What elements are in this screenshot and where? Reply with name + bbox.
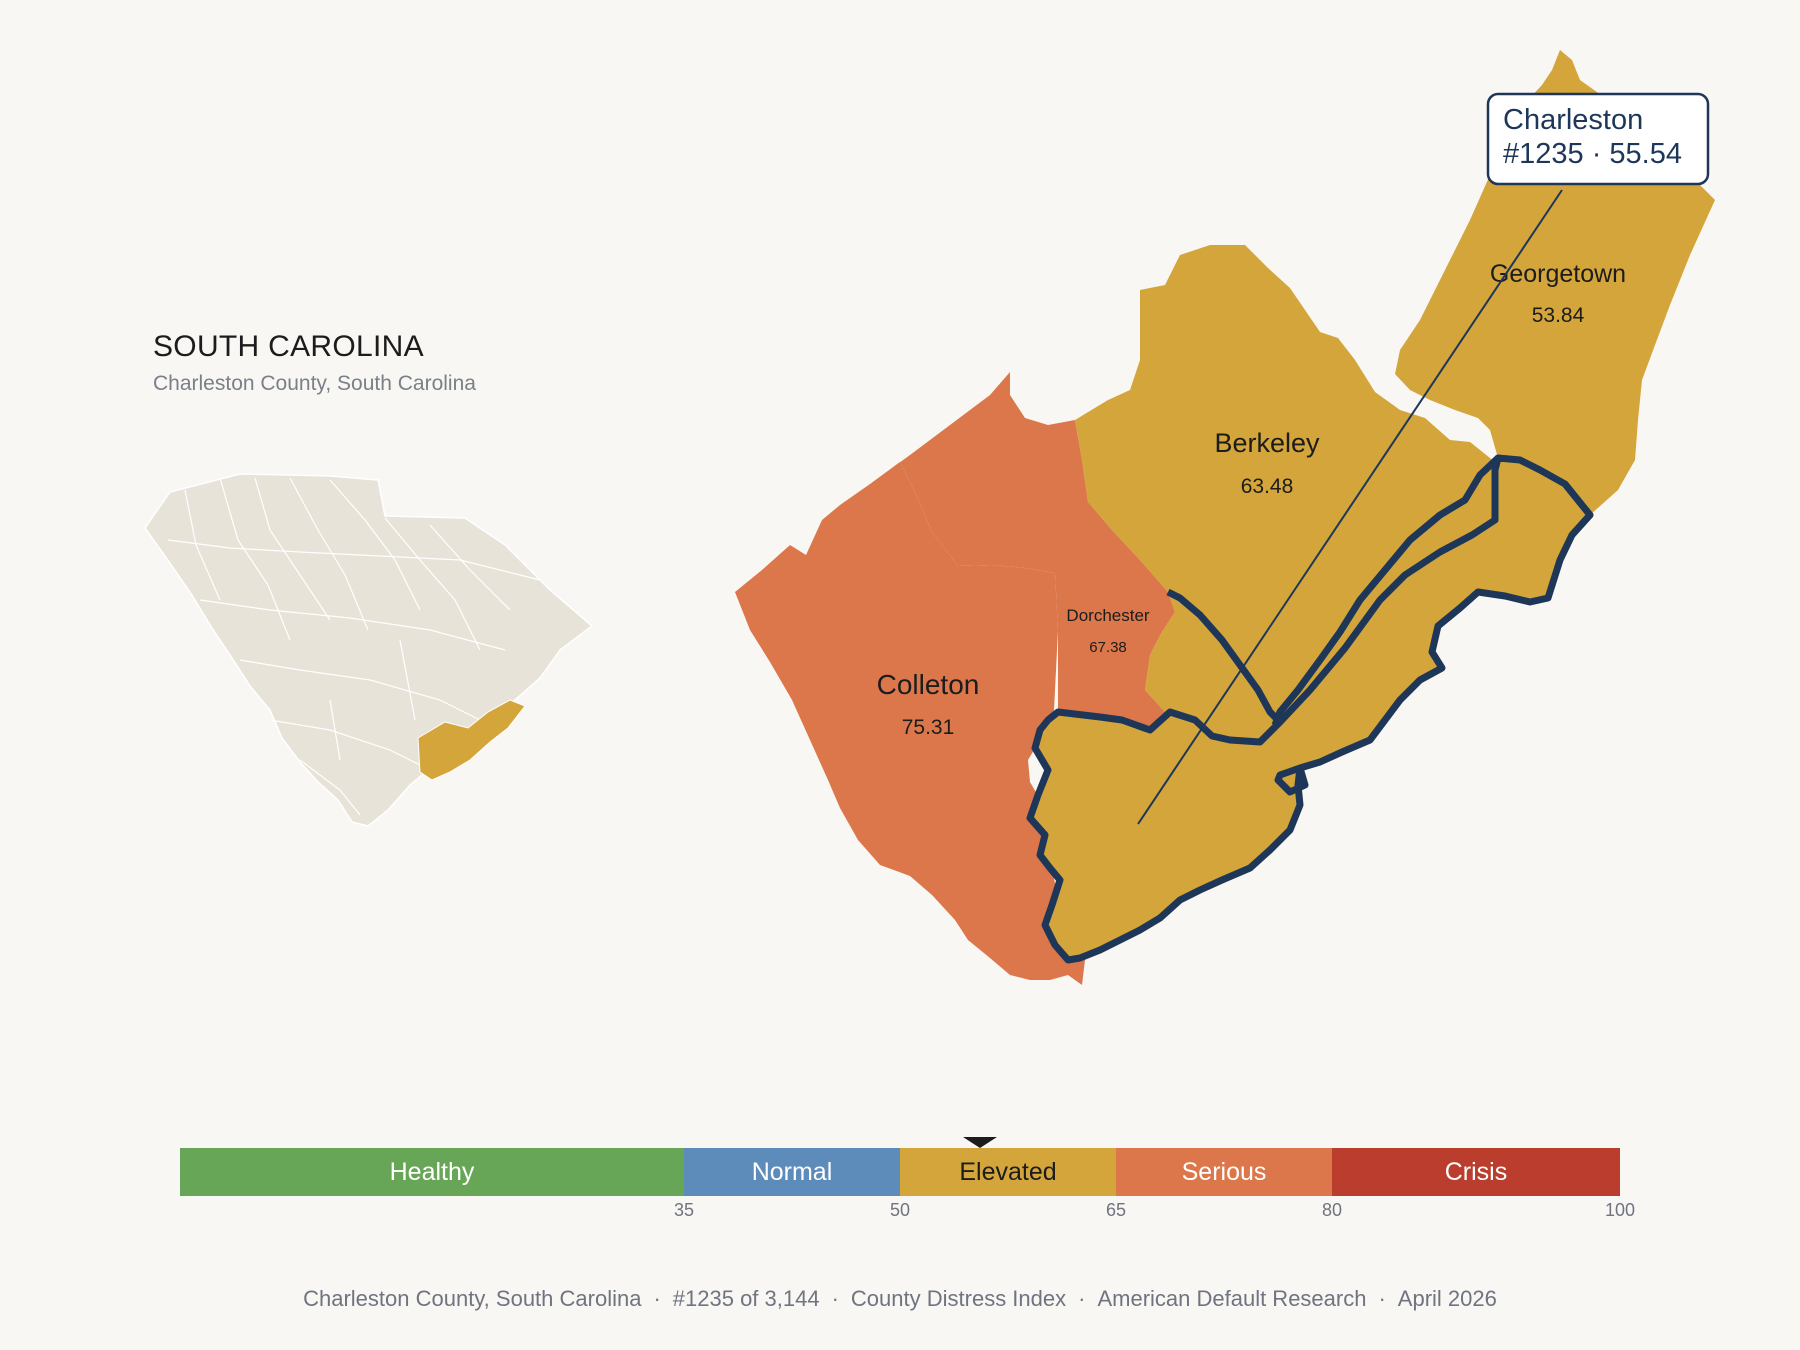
scale-segment-healthy: Healthy [180,1148,684,1196]
value-dorchester: 67.38 [1089,639,1127,656]
scale-tick: 65 [1105,1200,1127,1220]
county-dorchester[interactable] [870,372,1175,730]
county-colleton[interactable] [735,462,1085,985]
value-berkeley: 63.48 [1241,475,1294,498]
callout-leader-line [1137,189,1563,825]
inset-highlight-charleston [417,699,526,781]
value-georgetown: 53.84 [1532,304,1585,327]
county-labels: Georgetown 53.84 Berkeley 63.48 Dorchest… [877,260,1626,739]
charleston-inner-outline [1271,455,1501,727]
scale-segment-elevated: Elevated [900,1148,1116,1196]
footer-index-name: County Distress Index [850,1286,1067,1311]
callout-box [1486,92,1710,186]
footer: Charleston County, South Carolina · #1235 … [0,1286,1800,1312]
main-map: Georgetown 53.84 Berkeley 63.48 Dorchest… [735,50,1715,985]
footer-separator: · [1378,1286,1386,1311]
scale-tick: 80 [1321,1200,1343,1220]
callout-county: Charleston [1503,104,1643,136]
scale-tick: 100 [1604,1200,1636,1220]
value-colleton: 75.31 [902,716,955,739]
inset-state-map [144,473,594,827]
footer-location: Charleston County, South Carolina [303,1286,642,1311]
inset-state-shape [144,473,594,827]
scale-marker [963,1137,997,1148]
label-georgetown: Georgetown [1490,260,1626,288]
footer-rank: #1235 of 3,144 [672,1286,820,1311]
subtitle: Charleston County, South Carolina [153,372,476,395]
distress-scale: Healthy Normal Elevated Serious Crisis [180,1148,1620,1196]
footer-publisher: American Default Research [1097,1286,1367,1311]
callout: Charleston #1235 · 55.54 [1137,92,1710,825]
state-title: SOUTH CAROLINA [153,330,424,363]
label-colleton: Colleton [877,669,980,700]
county-charleston[interactable] [1026,454,1594,964]
scale-tick: 35 [673,1200,695,1220]
charleston-river-outline [1166,588,1283,725]
scale-segment-serious: Serious [1116,1148,1332,1196]
scale-tick: 50 [889,1200,911,1220]
county-berkeley[interactable] [1075,245,1495,742]
scale-segment-normal: Normal [684,1148,900,1196]
footer-separator: · [653,1286,661,1311]
scale-segment-crisis: Crisis [1332,1148,1620,1196]
footer-date: April 2026 [1397,1286,1497,1311]
footer-separator: · [1078,1286,1086,1311]
callout-rank-value: #1235 · 55.54 [1503,138,1682,170]
footer-separator: · [831,1286,839,1311]
title-block: SOUTH CAROLINA Charleston County, South … [153,330,476,396]
inset-county-lines [167,477,541,816]
label-dorchester: Dorchester [1066,606,1149,625]
label-berkeley: Berkeley [1214,428,1320,458]
